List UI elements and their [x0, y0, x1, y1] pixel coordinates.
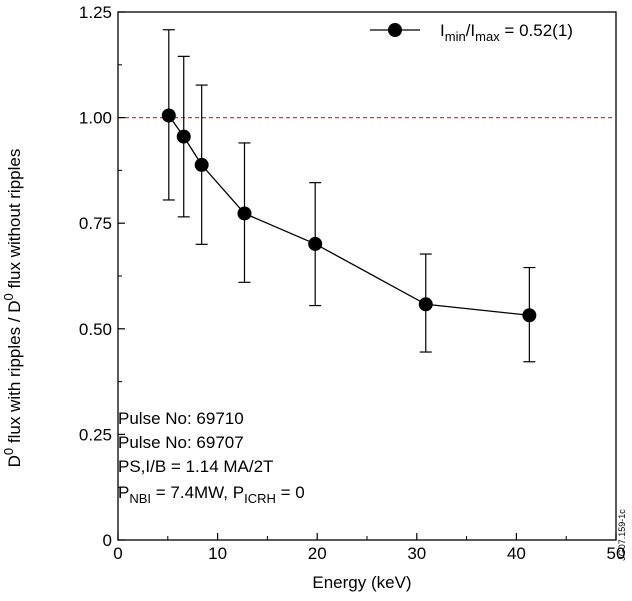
x-tick-label: 20	[308, 544, 327, 563]
x-tick-label: 10	[208, 544, 227, 563]
y-tick-label: 0	[103, 531, 112, 550]
y-tick-label: 1.25	[79, 3, 112, 22]
legend: Imin/Imax = 0.52(1)	[370, 21, 573, 44]
x-tick-label: 50	[607, 544, 626, 563]
annotation-ps: PS,I/B = 1.14 MA/2T	[118, 457, 273, 476]
legend-label: Imin/Imax = 0.52(1)	[440, 21, 573, 44]
figure-code: JG07.159-1c	[617, 509, 627, 561]
series-line	[168, 115, 530, 316]
data-point	[308, 236, 323, 251]
x-tick-label: 0	[113, 544, 122, 563]
y-tick-label: 1.00	[79, 109, 112, 128]
annotation-pulse-1: Pulse No: 69710	[118, 409, 244, 428]
y-tick-label: 0.50	[79, 320, 112, 339]
data-point	[176, 129, 191, 144]
x-axis-title: Energy (keV)	[312, 573, 411, 592]
annotation-power: PNBI = 7.4MW, PICRH = 0	[118, 483, 305, 506]
ticks-layer: 0 10 20 30 40 50 0 0.25 0.50 0.75 1.00 1.25	[79, 3, 626, 563]
legend-marker	[388, 23, 402, 37]
annotation-pulse-2: Pulse No: 69707	[118, 433, 244, 452]
data-point	[522, 308, 537, 323]
annotation-block: Pulse No: 69710 Pulse No: 69707 PS,I/B =…	[118, 409, 305, 506]
data-point	[194, 157, 209, 172]
series-layer	[161, 29, 537, 363]
y-tick-label: 0.25	[79, 425, 112, 444]
data-point	[418, 297, 433, 312]
x-tick-label: 40	[507, 544, 526, 563]
x-tick-label: 30	[407, 544, 426, 563]
y-axis-title: D0 flux with ripples / D0 flux without r…	[1, 149, 24, 468]
data-point	[237, 206, 252, 221]
data-point	[161, 108, 176, 123]
y-tick-label: 0.75	[79, 214, 112, 233]
